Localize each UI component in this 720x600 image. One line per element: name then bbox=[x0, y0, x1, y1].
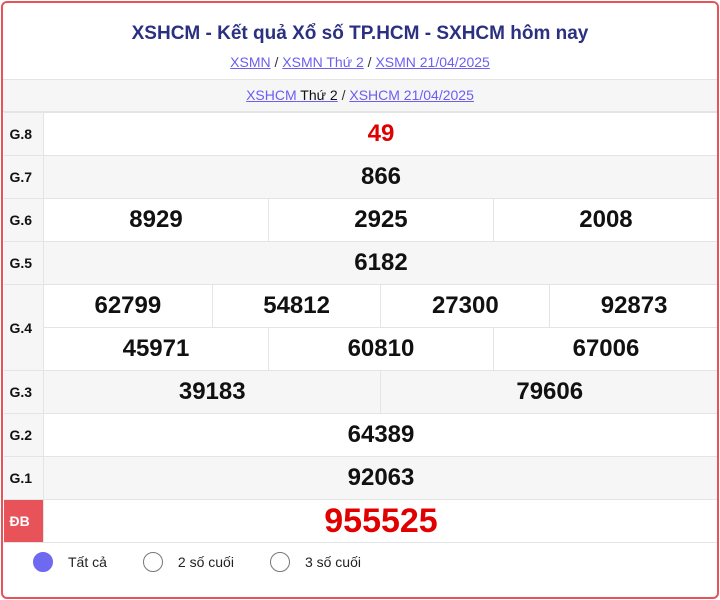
prize-number: 2008 bbox=[492, 198, 717, 242]
prize-number: 62799 bbox=[43, 284, 213, 328]
link-xshcm-thu2[interactable]: XSHCM Thứ 2 bbox=[246, 87, 338, 103]
prize-number: 45971 bbox=[43, 327, 269, 371]
prize-number: 64389 bbox=[43, 413, 717, 457]
row-g3: G.3 39183 79606 bbox=[3, 370, 717, 414]
row-g2: G.2 64389 bbox=[3, 413, 717, 457]
filter-last-2[interactable]: 2 số cuối bbox=[142, 552, 234, 572]
breadcrumb: XSMN / XSMN Thứ 2 / XSMN 21/04/2025 bbox=[230, 54, 490, 70]
prize-label: G.1 bbox=[3, 456, 44, 500]
row-g6: G.6 8929 2925 2008 bbox=[3, 198, 717, 242]
prize-number: 8929 bbox=[43, 198, 269, 242]
prize-number: 6182 bbox=[43, 241, 717, 285]
prize-label: G.8 bbox=[3, 112, 44, 156]
filter-label: 3 số cuối bbox=[304, 554, 361, 570]
radio-icon[interactable] bbox=[142, 552, 163, 572]
breadcrumb-xsmn-date[interactable]: XSMN 21/04/2025 bbox=[375, 54, 490, 70]
prize-number: 2925 bbox=[267, 198, 494, 242]
radio-selected-icon[interactable] bbox=[33, 552, 53, 572]
row-g5: G.5 6182 bbox=[3, 241, 717, 285]
results-table: G.8 49 G.7 866 G.6 8929 2925 2008 G.5 6182 G.4… bbox=[3, 112, 717, 543]
special-prize-number: 955525 bbox=[43, 499, 717, 543]
row-g4b: 45971 60810 67006 bbox=[4, 327, 717, 371]
row-db: ĐB 955525 bbox=[3, 499, 717, 543]
prize-number: 866 bbox=[43, 155, 717, 199]
breadcrumb-xsmn-thu2[interactable]: XSMN Thứ 2 bbox=[282, 54, 364, 70]
link-thu2-text: Thứ 2 bbox=[300, 87, 338, 103]
filter-label: 2 số cuối bbox=[177, 554, 234, 570]
filter-last-3[interactable]: 3 số cuối bbox=[269, 552, 361, 572]
filter-label: Tất cả bbox=[68, 554, 107, 570]
filter-all[interactable]: Tất cả bbox=[33, 552, 107, 572]
prize-number: 92873 bbox=[549, 284, 717, 328]
breadcrumb-xsmn[interactable]: XSMN bbox=[230, 54, 271, 70]
prize-number: 79606 bbox=[380, 370, 717, 414]
prize-number: 49 bbox=[43, 112, 717, 156]
prize-number: 27300 bbox=[380, 284, 551, 328]
prize-number: 92063 bbox=[43, 456, 717, 500]
prize-number: 67006 bbox=[492, 327, 717, 371]
prize-number: 54812 bbox=[211, 284, 382, 328]
digit-filter: Tất cả 2 số cuối 3 số cuối bbox=[33, 552, 397, 572]
row-g7: G.7 866 bbox=[3, 155, 717, 199]
radio-icon[interactable] bbox=[269, 552, 290, 572]
row-g1: G.1 92063 bbox=[3, 456, 717, 500]
sub-breadcrumb: XSHCM Thứ 2 / XSHCM 21/04/2025 bbox=[3, 79, 717, 112]
page-title: XSHCM - Kết quả Xổ số TP.HCM - SXHCM hôm… bbox=[131, 23, 589, 44]
prize-label: G.6 bbox=[3, 198, 44, 242]
row-g8: G.8 49 bbox=[3, 112, 717, 156]
prize-number: 39183 bbox=[42, 370, 382, 414]
prize-label: G.4 bbox=[3, 284, 44, 371]
prize-label: G.3 bbox=[3, 370, 44, 414]
link-xshcm-date[interactable]: XSHCM 21/04/2025 bbox=[349, 87, 474, 103]
row-g4: G.4 62799 54812 27300 92873 bbox=[3, 284, 717, 371]
prize-number: 60810 bbox=[267, 327, 494, 371]
prize-label: G.7 bbox=[3, 155, 44, 199]
prize-label: G.5 bbox=[3, 241, 44, 285]
link-xshcm: XSHCM bbox=[246, 87, 297, 103]
prize-label: G.2 bbox=[3, 413, 44, 457]
prize-label: ĐB bbox=[3, 499, 44, 543]
